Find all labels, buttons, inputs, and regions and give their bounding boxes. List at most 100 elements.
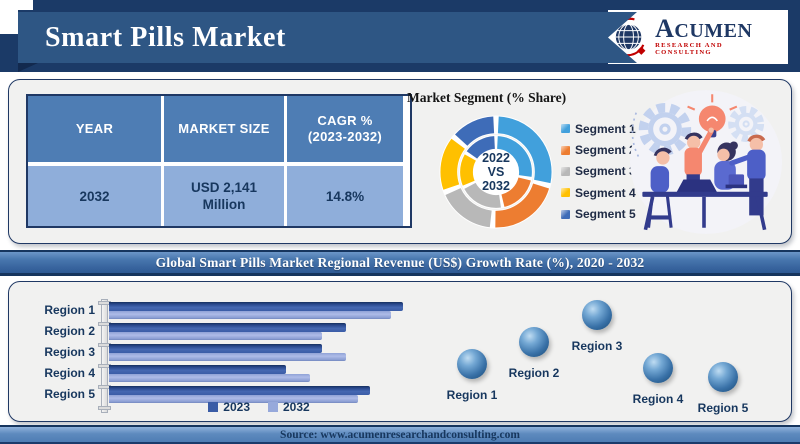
donut-outer-2032-segment-4 (440, 116, 552, 228)
donut-center-label: 2022 VS 2032 (482, 151, 510, 193)
region-label: Region 4 (44, 366, 95, 380)
region-label: Region 5 (44, 387, 95, 401)
bar-row: Region 3 (25, 344, 409, 361)
donut-inner-2022-segment-1 (460, 136, 532, 208)
bar-2023 (109, 323, 346, 332)
region-sphere (519, 327, 549, 357)
legend-marker-icon (561, 166, 570, 176)
meeting-table (642, 174, 768, 231)
bar-legend-label: 2032 (283, 400, 310, 414)
region-sphere (708, 362, 738, 392)
segment-legend: Segment 1 Segment 2 Segment 3 Segment 4 Segm… (561, 118, 636, 225)
region-label: Region 1 (44, 303, 95, 317)
person-sitting-left (647, 147, 673, 228)
bar-slab (109, 302, 409, 319)
bar-2032 (109, 311, 391, 319)
table-header-market-size: MARKET SIZE (164, 96, 284, 162)
segment-donut-chart: 2022 VS 2032 (437, 113, 555, 231)
bar-row: Region 2 (25, 323, 409, 340)
regional-chart-panel: Region 1 Region 2 Region 3 Region 4 Region 5… (8, 281, 792, 422)
region-sphere (457, 349, 487, 379)
sphere-label: Region 1 (446, 388, 498, 402)
bar-2023 (109, 344, 322, 353)
segment-legend-label: Segment 2 (575, 143, 636, 158)
regional-bar-chart: Region 1 Region 2 Region 3 Region 4 Region 5 (25, 299, 409, 413)
segment-legend-item: Segment 4 (561, 182, 636, 203)
bar-legend-item: 2032 (268, 400, 310, 414)
bar-slab (109, 365, 409, 382)
axis-tick (98, 406, 111, 410)
bar-chart-legend: 2023 2032 (109, 400, 409, 414)
ribbon-fold (18, 63, 38, 72)
bar-row: Region 4 (25, 365, 409, 382)
page-title: Smart Pills Market (45, 21, 286, 53)
market-summary-table: YEAR MARKET SIZE CAGR % (2023-2032) 2032… (26, 94, 412, 228)
donut-inner-2022-segment-3 (460, 136, 532, 208)
person-standing-right (729, 134, 766, 216)
segment-legend-label: Segment 3 (575, 164, 636, 179)
team-illustration (630, 90, 783, 234)
bar-2032 (109, 395, 358, 403)
header-corner-cut-2 (0, 0, 18, 34)
region-sphere (582, 300, 612, 330)
dotted-arc (631, 112, 642, 161)
logo-text: ACUMEN RESEARCH AND CONSULTING (655, 13, 780, 56)
bar-row: Region 1 (25, 302, 409, 319)
legend-marker-icon (208, 402, 219, 412)
header-bar: ACUMEN RESEARCH AND CONSULTING Smart Pil… (0, 0, 800, 72)
table-header-cagr: CAGR % (2023-2032) (287, 96, 403, 162)
donut-outer-2032-segment-2 (440, 116, 552, 228)
donut-inner-2022-segment-4 (460, 136, 532, 208)
globe-icon (612, 17, 646, 57)
legend-marker-icon (561, 188, 570, 198)
segment-legend-item: Segment 1 (561, 118, 636, 139)
bar-legend-item: 2023 (208, 400, 250, 414)
legend-marker-icon (561, 124, 570, 134)
bar-slab (109, 386, 409, 403)
bar-slab (109, 323, 409, 340)
title-ribbon: Smart Pills Market (18, 12, 637, 63)
donut-outer-2032-segment-1 (440, 116, 552, 228)
bar-2032 (109, 353, 346, 361)
segment-legend-label: Segment 1 (575, 121, 636, 136)
bar-2032 (109, 332, 322, 340)
region-label: Region 2 (44, 324, 95, 338)
segment-legend-item: Segment 3 (561, 161, 636, 182)
summary-panel: YEAR MARKET SIZE CAGR % (2023-2032) 2032… (8, 79, 792, 244)
source-text: Source: www.acumenresearchandconsulting.… (280, 428, 520, 441)
segment-legend-item: Segment 5 (561, 204, 636, 225)
segment-legend-label: Segment 4 (575, 185, 636, 200)
logo-subtitle: RESEARCH AND CONSULTING (655, 41, 723, 56)
footer-bar: Source: www.acumenresearchandconsulting.… (0, 425, 800, 444)
table-header-year: YEAR (28, 96, 161, 162)
legend-marker-icon (561, 145, 570, 155)
logo-brand: ACUMEN (655, 13, 753, 43)
segment-legend-label: Segment 5 (575, 207, 636, 222)
table-cell-market-size: USD 2,141 Million (164, 166, 284, 226)
section-banner: Global Smart Pills Market Regional Reven… (0, 250, 800, 276)
bar-2023 (109, 386, 370, 395)
segment-legend-item: Segment 2 (561, 139, 636, 160)
sphere-label: Region 3 (571, 339, 623, 353)
bar-2023 (109, 302, 403, 311)
region-label: Region 3 (44, 345, 95, 359)
gear-icon-small (728, 106, 765, 142)
banner-text: Global Smart Pills Market Regional Reven… (155, 254, 645, 270)
bar-slab (109, 344, 409, 361)
acumen-logo: ACUMEN RESEARCH AND CONSULTING (608, 10, 788, 64)
sphere-label: Region 5 (697, 401, 749, 415)
bar-row: Region 5 (25, 386, 409, 403)
bar-legend-label: 2023 (223, 400, 250, 414)
table-cell-cagr: 14.8% (287, 166, 403, 226)
sphere-label: Region 2 (508, 366, 560, 380)
bar-chart-axis (98, 299, 111, 413)
bar-2032 (109, 374, 310, 382)
table-cell-year: 2032 (28, 166, 161, 226)
bar-2023 (109, 365, 286, 374)
sphere-label: Region 4 (632, 392, 684, 406)
segment-chart-title: Market Segment (% Share) (407, 90, 567, 105)
legend-marker-icon (268, 402, 278, 412)
region-sphere (643, 353, 673, 383)
legend-marker-icon (561, 209, 570, 219)
